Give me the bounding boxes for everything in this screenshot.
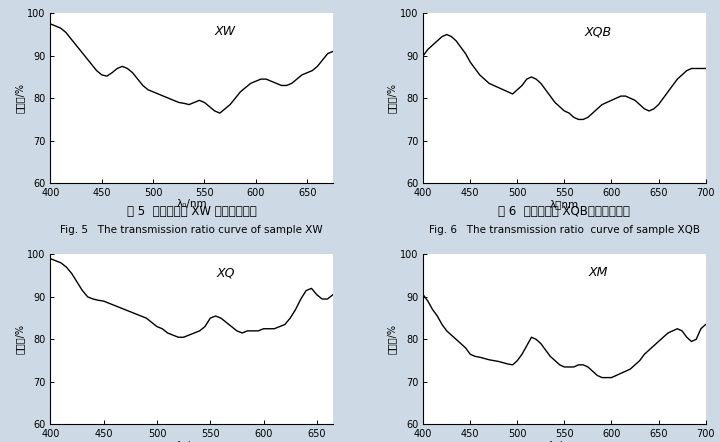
Text: XQ: XQ xyxy=(216,266,235,279)
X-axis label: λ／nm: λ／nm xyxy=(550,199,579,210)
Y-axis label: 透射率/%: 透射率/% xyxy=(14,324,24,354)
Text: 图 5  和田玉样品 XW 的透射率曲线: 图 5 和田玉样品 XW 的透射率曲线 xyxy=(127,205,256,217)
Text: Fig. 6   The transmission ratio  curve of sample XQB: Fig. 6 The transmission ratio curve of s… xyxy=(429,225,700,235)
Text: 图 6  和田玉样品 XQB的透射率曲线: 图 6 和田玉样品 XQB的透射率曲线 xyxy=(498,205,630,217)
Text: XQB: XQB xyxy=(585,25,612,38)
Text: XM: XM xyxy=(588,266,608,279)
Y-axis label: 透射率/%: 透射率/% xyxy=(14,83,24,113)
Text: Fig. 5   The transmission ratio curve of sample XW: Fig. 5 The transmission ratio curve of s… xyxy=(60,225,323,235)
Y-axis label: 透射率/%: 透射率/% xyxy=(387,324,397,354)
Y-axis label: 透射率/%: 透射率/% xyxy=(387,83,397,113)
Text: XW: XW xyxy=(215,25,236,38)
X-axis label: λ₀/nm: λ₀/nm xyxy=(549,441,580,442)
X-axis label: λ₀/nm: λ₀/nm xyxy=(176,441,207,442)
X-axis label: λ₀/nm: λ₀/nm xyxy=(176,199,207,210)
